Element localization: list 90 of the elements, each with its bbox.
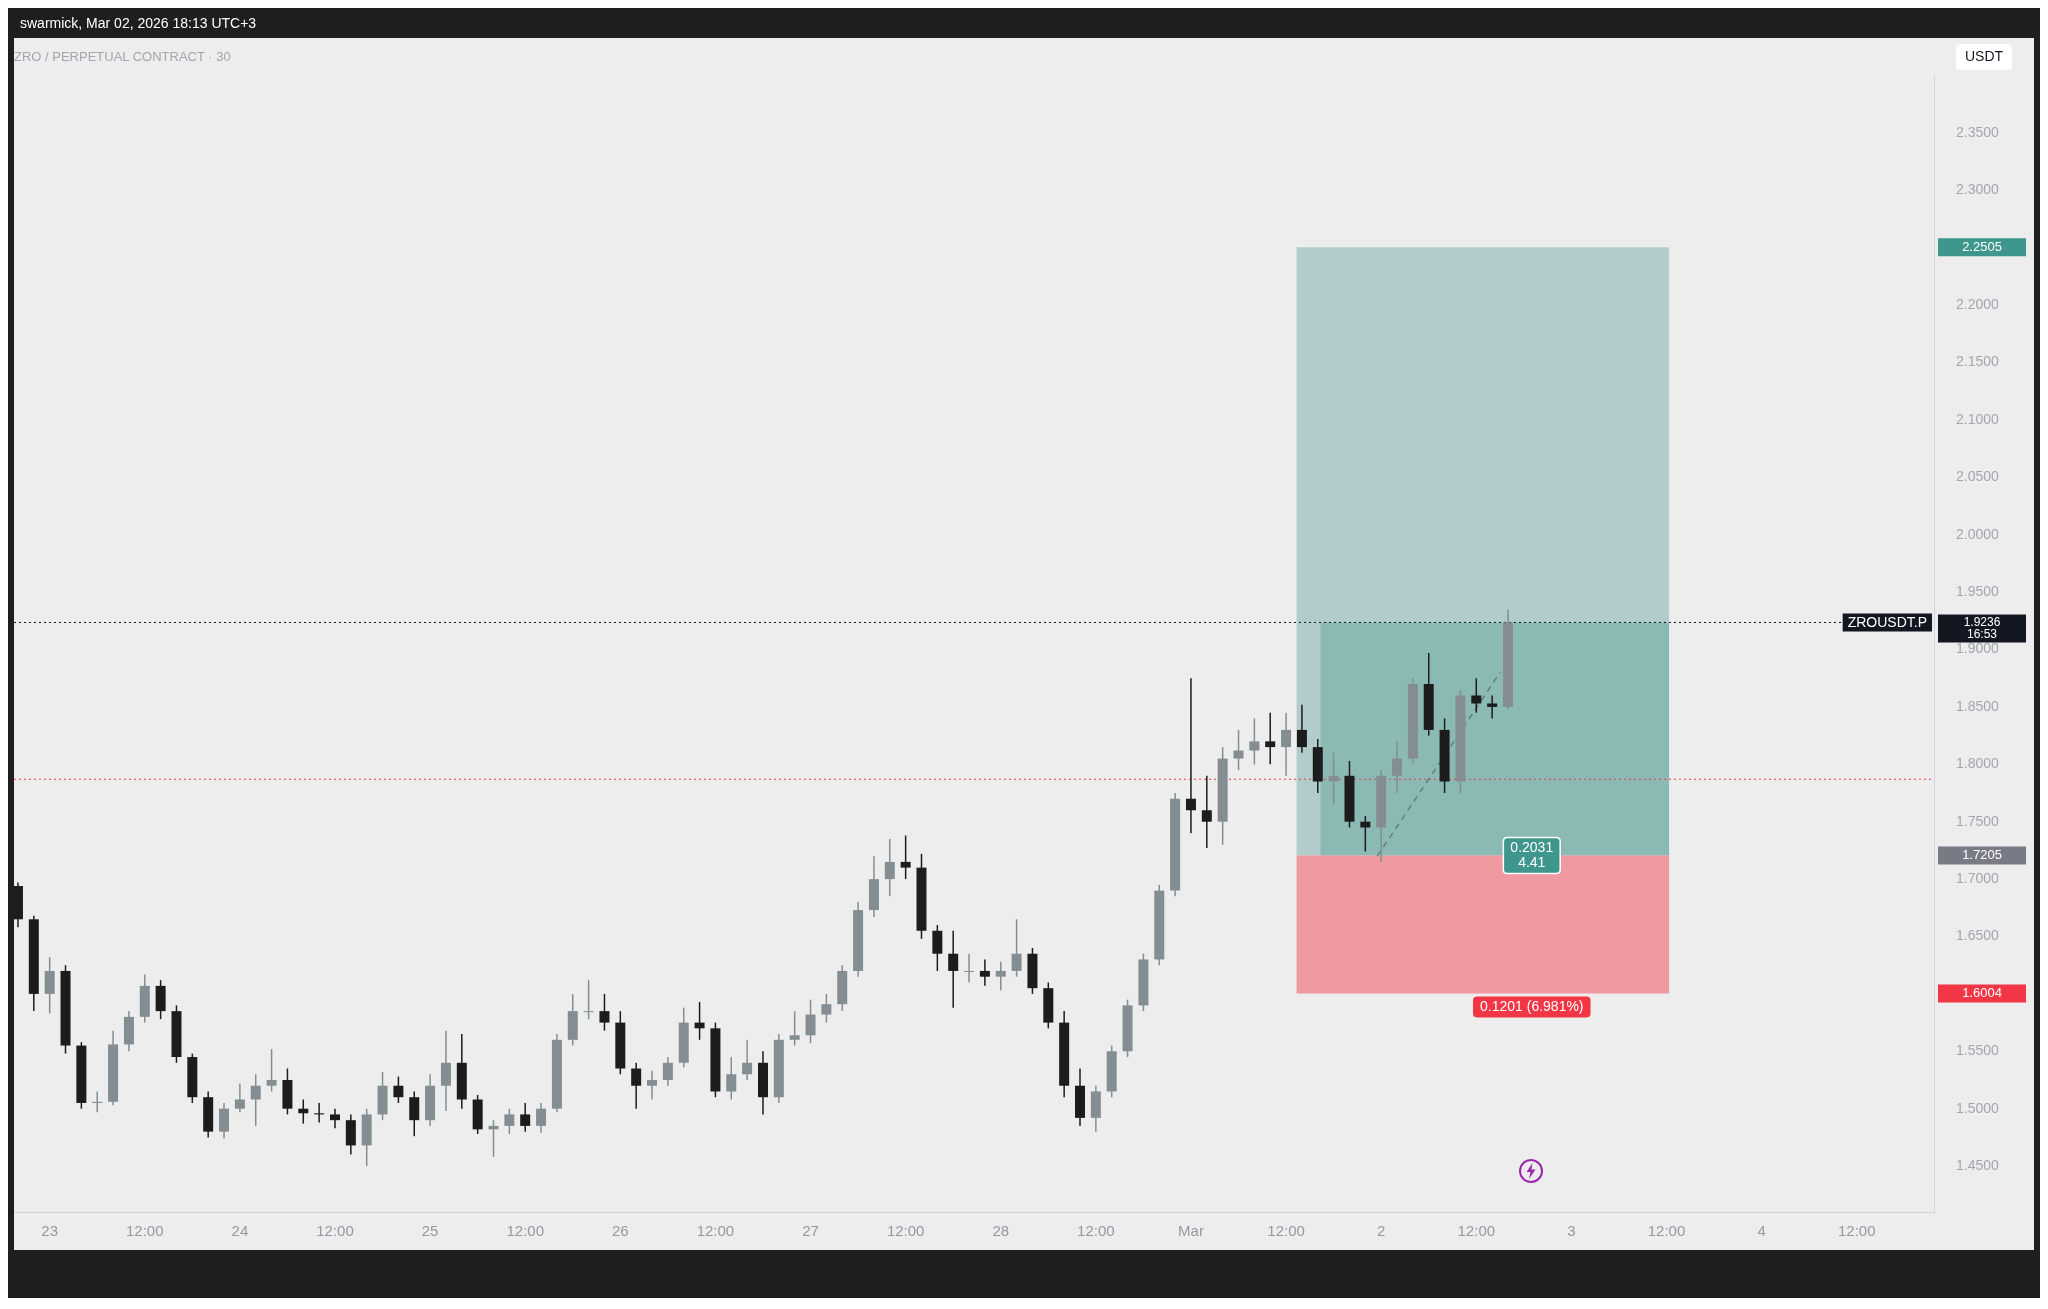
text: swarmick, Mar 02, 2026 18:13 UTC+3 [20, 15, 257, 31]
y-tick-label: 1.9000 [1956, 640, 2000, 657]
x-tick-label: 12:00 [316, 1222, 354, 1240]
y-tick-label: 1.7000 [1956, 869, 2000, 886]
y-tick-label: 2.0000 [1956, 525, 2000, 542]
candlestick [1281, 711, 1292, 777]
candlestick [1328, 752, 1339, 806]
candlestick [92, 1090, 103, 1113]
candlestick [440, 1029, 451, 1112]
candlestick [1185, 677, 1196, 834]
text: ZROUSDT.P [1847, 614, 1927, 631]
text: 1.6004 [1962, 985, 2002, 1001]
candlestick [647, 1070, 658, 1101]
x-tick-label: 12:00 [1077, 1222, 1115, 1240]
candlestick [1265, 711, 1276, 766]
x-tick-label: 25 [421, 1222, 439, 1240]
x-tick-label: 12:00 [886, 1222, 925, 1240]
candlestick [393, 1075, 404, 1104]
y-tick-label: 1.5000 [1956, 1099, 2000, 1116]
candlestick [409, 1090, 420, 1137]
x-tick-label: 28 [992, 1222, 1010, 1240]
candlestick [995, 961, 1006, 992]
annotation: 0.2031 4.41 [1510, 838, 1554, 870]
y-tick-label: 2.3000 [1956, 181, 2000, 198]
y-axis-title: USDT [1964, 47, 2004, 64]
candlestick [1392, 740, 1403, 794]
x-tick-label: Mar [1178, 1222, 1204, 1240]
text: 1.7205 [1962, 847, 2002, 863]
x-tick-label: 23 [41, 1222, 59, 1240]
candlestick [1487, 694, 1498, 720]
x-tick-label: 12:00 [696, 1222, 735, 1240]
candlestick [583, 979, 594, 1020]
candlestick [504, 1107, 515, 1135]
x-tick-label: 12:00 [1457, 1222, 1496, 1240]
y-tick-label: 2.2000 [1956, 296, 2000, 313]
y-tick-label: 1.9500 [1956, 583, 2000, 599]
x-tick-label: 3 [1567, 1222, 1576, 1240]
candlestick [805, 998, 816, 1045]
y-tick-label: 1.5500 [1956, 1042, 2000, 1059]
x-tick-label: 2 [1377, 1222, 1386, 1240]
ref-line-label: 1.9236 16:53 [1963, 614, 2001, 641]
candlestick [1296, 703, 1307, 754]
x-tick-label: 26 [611, 1222, 629, 1240]
x-tick-label: 12:00 [1267, 1222, 1305, 1240]
candlestick [520, 1102, 531, 1133]
x-tick-label: 27 [802, 1222, 819, 1240]
y-tick-label: 1.4500 [1956, 1156, 2000, 1173]
candlestick [1201, 775, 1212, 849]
candlestick [1233, 729, 1244, 771]
x-tick-label: 4 [1757, 1222, 1766, 1240]
candlestick [884, 838, 895, 898]
candlestick [789, 1010, 800, 1047]
candlestick [219, 1102, 230, 1140]
candlestick [266, 1048, 277, 1093]
y-tick-label: 1.7500 [1956, 812, 2000, 829]
candlestick [662, 1056, 673, 1087]
candlestick [1249, 717, 1260, 766]
candlestick [599, 993, 610, 1032]
candlestick [44, 956, 55, 1015]
candlestick [726, 1056, 737, 1101]
candlestick [1471, 677, 1482, 714]
y-tick-label: 2.1500 [1956, 353, 2000, 370]
chart-title: ZRO / PERPETUAL CONTRACT · 30 [14, 49, 231, 65]
candlestick [979, 958, 990, 987]
y-tick-label: 1.8000 [1956, 755, 2000, 772]
y-tick-label: 1.8500 [1956, 697, 2000, 714]
candlestick [1011, 918, 1022, 978]
y-tick-label: 2.1000 [1956, 410, 2000, 427]
candlestick [314, 1102, 325, 1124]
annotation: 0.1201 (6.981%) [1480, 997, 1584, 1014]
y-tick-label: 1.6500 [1956, 927, 2000, 944]
candlestick [631, 1062, 642, 1110]
y-tick-label: 2.0500 [1956, 468, 2000, 485]
candlestick [948, 930, 959, 1009]
x-tick-label: 24 [231, 1222, 249, 1240]
candlestick [329, 1107, 340, 1129]
x-tick-label: 12:00 [506, 1222, 544, 1240]
candlestick [742, 1039, 753, 1081]
candlestick [250, 1073, 261, 1127]
x-tick-label: 12:00 [126, 1222, 164, 1240]
candlestick [821, 993, 832, 1024]
candlestick [900, 834, 911, 880]
y-tick-label: 2.3500 [1956, 123, 2000, 140]
x-tick-label: 12:00 [1647, 1222, 1686, 1240]
x-tick-label: 12:00 [1837, 1222, 1876, 1240]
candlestick [536, 1102, 547, 1134]
text: 2.2505 [1962, 238, 2002, 254]
candlestick [964, 952, 975, 984]
candlestick [234, 1082, 245, 1113]
candlestick [932, 924, 943, 972]
